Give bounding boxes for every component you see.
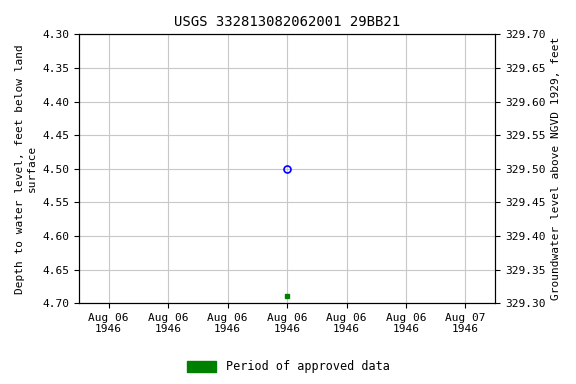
Y-axis label: Depth to water level, feet below land
surface: Depth to water level, feet below land su… xyxy=(15,44,37,294)
Y-axis label: Groundwater level above NGVD 1929, feet: Groundwater level above NGVD 1929, feet xyxy=(551,37,561,300)
Title: USGS 332813082062001 29BB21: USGS 332813082062001 29BB21 xyxy=(174,15,400,29)
Legend: Period of approved data: Period of approved data xyxy=(182,356,394,378)
